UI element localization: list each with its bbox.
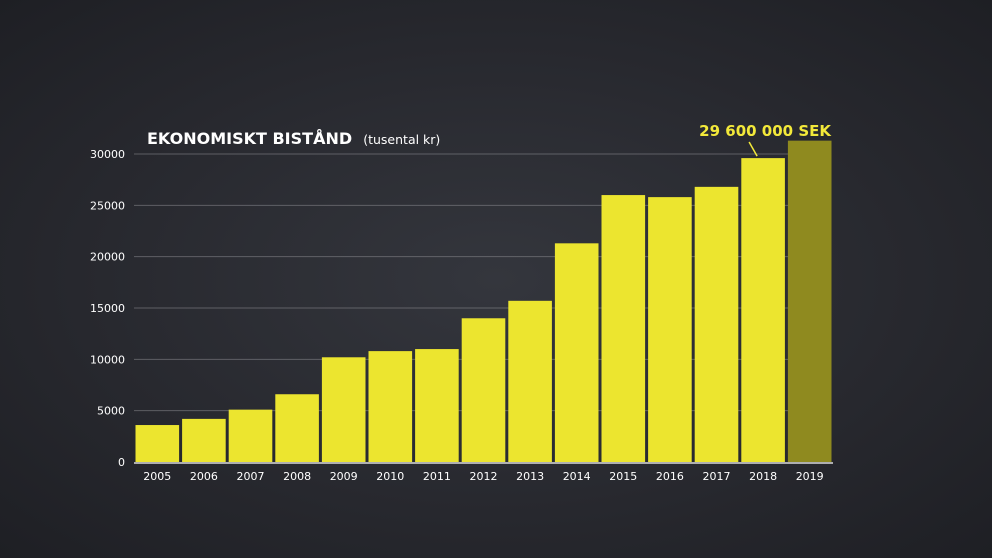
y-tick-label: 15000 bbox=[90, 302, 125, 315]
bar-2013 bbox=[508, 300, 552, 462]
y-tick-label: 10000 bbox=[90, 353, 125, 366]
bar-2014 bbox=[554, 243, 599, 462]
y-tick-label: 0 bbox=[118, 456, 125, 469]
x-tick-label: 2013 bbox=[516, 470, 544, 483]
x-tick-label: 2017 bbox=[703, 470, 731, 483]
bar-2012 bbox=[461, 318, 506, 462]
y-tick-label: 5000 bbox=[97, 405, 125, 418]
x-tick-label: 2014 bbox=[563, 470, 591, 483]
x-tick-label: 2007 bbox=[237, 470, 265, 483]
x-tick-label: 2010 bbox=[376, 470, 404, 483]
bars bbox=[135, 140, 832, 463]
x-tick-label: 2006 bbox=[190, 470, 218, 483]
bar-2005 bbox=[135, 425, 180, 462]
y-tick-label: 20000 bbox=[90, 251, 125, 264]
chart-title: EKONOMISKT BISTÅND (tusental kr) bbox=[147, 129, 440, 148]
bar-2011 bbox=[415, 349, 459, 462]
bar-2018 bbox=[741, 158, 785, 462]
x-tick-label: 2011 bbox=[423, 470, 451, 483]
bar-2017 bbox=[694, 186, 739, 462]
bar-2008 bbox=[275, 394, 319, 462]
bar-2007 bbox=[228, 409, 273, 462]
bar-2019 bbox=[787, 140, 832, 463]
bar-2006 bbox=[182, 418, 226, 462]
annotation-label: 29 600 000 SEK bbox=[699, 122, 832, 140]
bar-2009 bbox=[321, 357, 366, 462]
y-tick-label: 25000 bbox=[90, 199, 125, 212]
value-annotation: 29 600 000 SEK bbox=[699, 122, 832, 157]
x-tick-label: 2012 bbox=[470, 470, 498, 483]
annotation-pointer bbox=[748, 141, 758, 157]
y-tick-label: 30000 bbox=[90, 148, 125, 161]
chart-title-main: EKONOMISKT BISTÅND bbox=[147, 129, 352, 148]
x-tick-label: 2015 bbox=[609, 470, 637, 483]
bar-2015 bbox=[601, 195, 646, 463]
x-tick-label: 2008 bbox=[283, 470, 311, 483]
bar-2016 bbox=[648, 197, 692, 462]
y-axis-ticks: 0 5000 10000 15000 20000 25000 30000 bbox=[90, 148, 125, 469]
x-tick-label: 2019 bbox=[796, 470, 824, 483]
bar-2010 bbox=[368, 351, 413, 462]
x-tick-label: 2016 bbox=[656, 470, 684, 483]
x-tick-label: 2005 bbox=[143, 470, 171, 483]
chart-title-unit: (tusental kr) bbox=[363, 132, 440, 147]
x-tick-label: 2009 bbox=[330, 470, 358, 483]
x-tick-label: 2018 bbox=[749, 470, 777, 483]
x-axis-ticks: 2005 2006 2007 2008 2009 2010 2011 2012 2013 2014… bbox=[143, 470, 823, 483]
